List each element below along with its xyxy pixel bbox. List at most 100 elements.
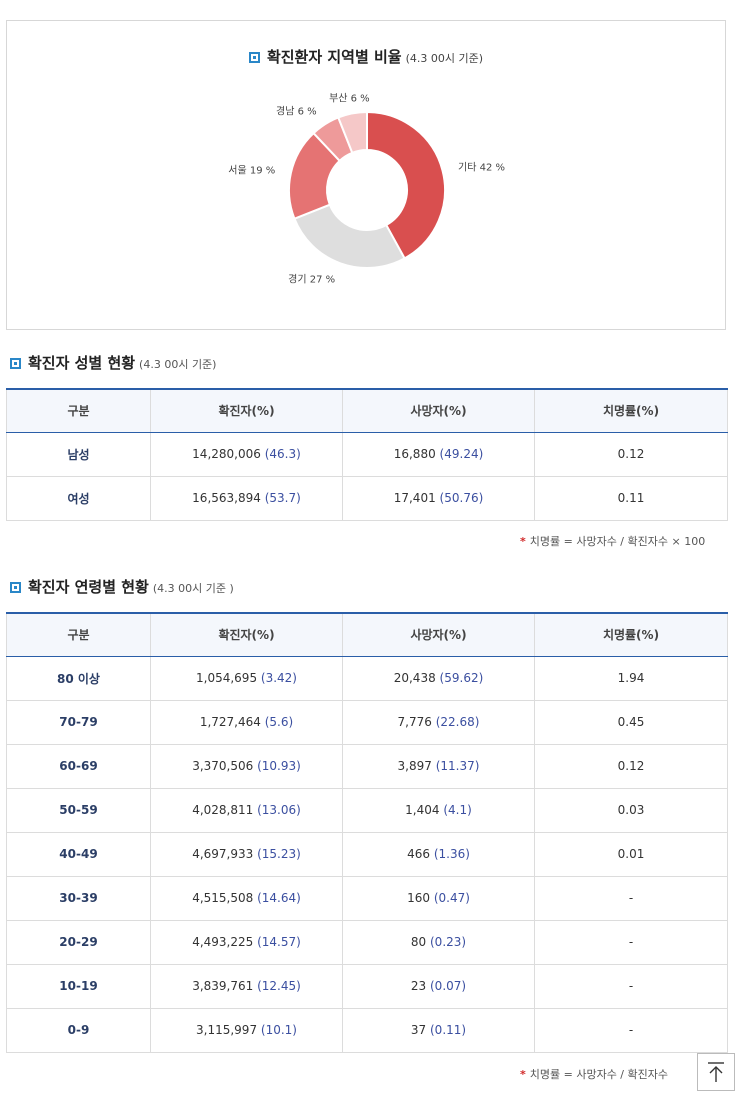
confirmed-count: 1,727,464	[199, 715, 261, 729]
deaths-cell: 466 (1.36)	[342, 831, 535, 877]
square-bullet-icon	[248, 52, 260, 63]
column-header-confirmed: 확진자(%)	[150, 613, 343, 657]
table-row: 여성 16,563,894 (53.7) 17,401 (50.76) 0.11	[6, 475, 728, 521]
deaths-percent: (50.76)	[439, 491, 484, 505]
row-group-label: 남성	[6, 431, 151, 477]
row-group-label: 50-59	[6, 787, 151, 833]
slice-label-1: 경기 27 %	[288, 272, 335, 285]
confirmed-cell: 1,054,695 (3.42)	[150, 655, 343, 701]
confirmed-cell: 3,115,997 (10.1)	[150, 1007, 343, 1053]
slice-label-0: 기타 42 %	[458, 162, 505, 174]
table-row: 0-9 3,115,997 (10.1) 37 (0.11) -	[6, 1007, 728, 1053]
confirmed-cell: 4,515,508 (14.64)	[150, 875, 343, 921]
deaths-cell: 23 (0.07)	[342, 963, 535, 1009]
column-header-deaths: 사망자(%)	[342, 389, 535, 433]
fatality-rate-cell: 0.11	[534, 475, 728, 521]
deaths-count: 16,880	[393, 447, 436, 461]
chart-subtitle: (4.3 00시 기준)	[405, 52, 484, 65]
gender-table-header-row: 구분 확진자(%) 사망자(%) 치명률(%)	[6, 389, 728, 433]
confirmed-percent: (12.45)	[257, 979, 301, 993]
confirmed-count: 1,054,695	[196, 671, 258, 685]
confirmed-cell: 4,493,225 (14.57)	[150, 919, 343, 965]
fatality-rate-cell: 0.12	[534, 743, 728, 789]
deaths-cell: 3,897 (11.37)	[342, 743, 535, 789]
confirmed-count: 3,115,997	[196, 1023, 258, 1037]
age-table-header-row: 구분 확진자(%) 사망자(%) 치명률(%)	[6, 613, 728, 657]
confirmed-count: 14,280,006	[192, 447, 261, 461]
table-row: 30-39 4,515,508 (14.64) 160 (0.47) -	[6, 875, 728, 921]
gender-table: 구분 확진자(%) 사망자(%) 치명률(%) 남성 14,280,006 (46…	[6, 388, 728, 521]
row-group-label: 여성	[6, 475, 151, 521]
row-group-label: 0-9	[6, 1007, 151, 1053]
deaths-count: 20,438	[393, 671, 436, 685]
square-bullet-icon	[10, 582, 21, 593]
row-group-label: 70-79	[6, 699, 151, 745]
age-section-title: 확진자 연령별 현황 (4.3 00시 기준 )	[10, 576, 234, 597]
deaths-cell: 17,401 (50.76)	[342, 475, 535, 521]
confirmed-count: 3,839,761	[192, 979, 254, 993]
age-note-text: 치명률 = 사망자수 / 확진자수	[529, 1068, 668, 1081]
deaths-percent: (0.23)	[430, 935, 467, 949]
fatality-rate-cell: -	[534, 875, 728, 921]
deaths-percent: (4.1)	[443, 803, 472, 817]
region-chart-panel: 확진환자 지역별 비율 (4.3 00시 기준) 기타 42 % 경기 27 % 서울…	[6, 20, 726, 330]
age-fatality-note: * 치명률 = 사망자수 / 확진자수	[520, 1066, 668, 1082]
table-row: 20-29 4,493,225 (14.57) 80 (0.23) -	[6, 919, 728, 965]
deaths-count: 17,401	[393, 491, 436, 505]
fatality-rate-cell: -	[534, 1007, 728, 1053]
confirmed-percent: (3.42)	[260, 671, 297, 685]
chart-title: 확진환자 지역별 비율 (4.3 00시 기준)	[7, 46, 725, 67]
fatality-rate-cell: -	[534, 963, 728, 1009]
donut-chart: 기타 42 % 경기 27 % 서울 19 % 경남 6 % 부산 6 %	[228, 93, 505, 286]
deaths-cell: 80 (0.23)	[342, 919, 535, 965]
confirmed-count: 3,370,506	[192, 759, 254, 773]
table-row: 남성 14,280,006 (46.3) 16,880 (49.24) 0.12	[6, 431, 728, 477]
table-row: 70-79 1,727,464 (5.6) 7,776 (22.68) 0.45	[6, 699, 728, 745]
table-row: 40-49 4,697,933 (15.23) 466 (1.36) 0.01	[6, 831, 728, 877]
fatality-rate-cell: 1.94	[534, 655, 728, 701]
column-header-group: 구분	[6, 613, 151, 657]
confirmed-count: 4,515,508	[192, 891, 254, 905]
confirmed-percent: (5.6)	[264, 715, 294, 729]
deaths-count: 23	[410, 979, 427, 993]
deaths-cell: 1,404 (4.1)	[342, 787, 535, 833]
row-group-label: 10-19	[6, 963, 151, 1009]
deaths-percent: (1.36)	[433, 847, 470, 861]
gender-section-title-text: 확진자 성별 현황	[28, 354, 136, 372]
deaths-percent: (22.68)	[435, 715, 480, 729]
slice-label-2: 서울 19 %	[228, 164, 275, 176]
note-asterisk: *	[520, 535, 526, 548]
row-group-label: 30-39	[6, 875, 151, 921]
arrow-up-to-top-icon	[708, 1062, 724, 1082]
deaths-percent: (0.47)	[433, 891, 470, 905]
confirmed-percent: (10.1)	[260, 1023, 297, 1037]
deaths-cell: 20,438 (59.62)	[342, 655, 535, 701]
pie-slice-0[interactable]	[366, 110, 446, 260]
confirmed-percent: (46.3)	[264, 447, 301, 461]
pie-slice-1[interactable]	[293, 203, 406, 269]
confirmed-count: 4,493,225	[192, 935, 254, 949]
scroll-to-top-button[interactable]	[697, 1053, 735, 1091]
deaths-cell: 7,776 (22.68)	[342, 699, 535, 745]
square-bullet-icon	[10, 358, 21, 369]
chart-title-text: 확진환자 지역별 비율	[266, 48, 402, 66]
table-row: 10-19 3,839,761 (12.45) 23 (0.07) -	[6, 963, 728, 1009]
deaths-count: 7,776	[397, 715, 432, 729]
slice-label-3: 경남 6 %	[276, 105, 317, 118]
deaths-percent: (0.11)	[430, 1023, 467, 1037]
age-table: 구분 확진자(%) 사망자(%) 치명률(%) 80 이상 1,054,695 (…	[6, 612, 728, 1053]
column-header-deaths: 사망자(%)	[342, 613, 535, 657]
table-row: 50-59 4,028,811 (13.06) 1,404 (4.1) 0.03	[6, 787, 728, 833]
fatality-rate-cell: -	[534, 919, 728, 965]
row-group-label: 40-49	[6, 831, 151, 877]
confirmed-count: 4,028,811	[192, 803, 254, 817]
deaths-cell: 16,880 (49.24)	[342, 431, 535, 477]
deaths-cell: 37 (0.11)	[342, 1007, 535, 1053]
gender-section-title: 확진자 성별 현황 (4.3 00시 기준)	[10, 352, 216, 373]
fatality-rate-cell: 0.45	[534, 699, 728, 745]
confirmed-cell: 16,563,894 (53.7)	[150, 475, 343, 521]
pie-slice-4[interactable]	[336, 110, 368, 155]
gender-fatality-note: * 치명률 = 사망자수 / 확진자수 × 100	[520, 533, 705, 549]
column-header-group: 구분	[6, 389, 151, 433]
deaths-percent: (59.62)	[439, 671, 484, 685]
